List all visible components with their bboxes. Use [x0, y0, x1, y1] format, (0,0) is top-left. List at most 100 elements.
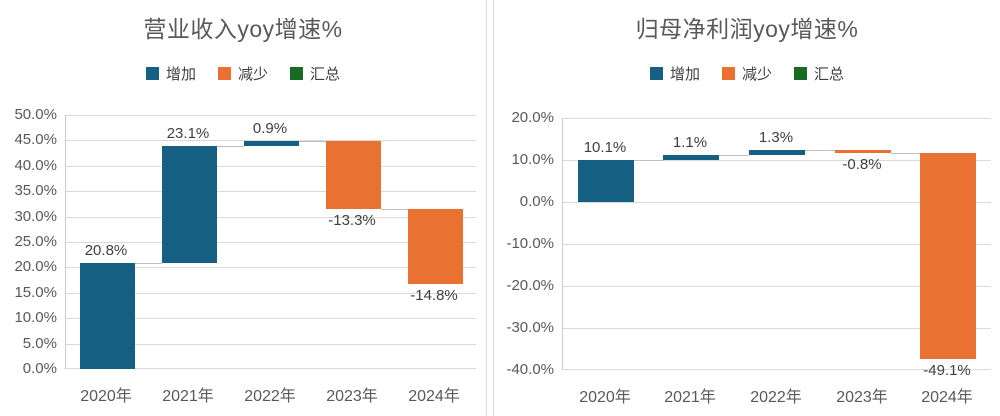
- legend-swatch-total-icon: [290, 67, 303, 80]
- y-axis-tick-label: 45.0%: [14, 131, 57, 148]
- legend-item-decrease[interactable]: 减少: [721, 63, 772, 84]
- y-axis-tick-label: 25.0%: [14, 233, 57, 250]
- y-axis-tick-label: -30.0%: [506, 319, 554, 336]
- legend: 增加 减少 汇总: [0, 63, 486, 84]
- waterfall-bar-increase[interactable]: [244, 141, 299, 146]
- data-label: 20.8%: [84, 242, 128, 259]
- gridline: [66, 191, 476, 192]
- x-axis-category-label: 2023年: [836, 389, 888, 406]
- y-axis-tick-label: 40.0%: [14, 157, 57, 174]
- gridline: [66, 140, 476, 141]
- y-axis-tick-label: 15.0%: [14, 284, 57, 301]
- gridline: [66, 344, 476, 345]
- gridline: [563, 286, 991, 287]
- waterfall-bar-increase[interactable]: [663, 155, 719, 160]
- legend-label-decrease: 减少: [741, 66, 772, 83]
- gridline: [66, 242, 476, 243]
- gridline: [66, 115, 476, 116]
- legend-label-total: 汇总: [814, 66, 845, 83]
- legend-swatch-decrease-icon: [217, 67, 231, 80]
- chart-title: 营业收入yoy增速%: [143, 16, 343, 42]
- legend-label-decrease: 减少: [237, 66, 268, 83]
- y-axis-tick-label: -20.0%: [506, 277, 554, 294]
- waterfall-connector-line: [381, 209, 408, 210]
- data-label: 0.9%: [252, 120, 288, 137]
- waterfall-connector-line: [217, 146, 244, 147]
- gridline: [563, 244, 991, 245]
- waterfall-bar-decrease[interactable]: [326, 141, 381, 209]
- x-axis-category-label: 2020年: [80, 388, 132, 405]
- data-label: -49.1%: [923, 362, 971, 379]
- gridline: [66, 217, 476, 218]
- waterfall-connector-line: [299, 141, 326, 142]
- data-label: 1.3%: [758, 129, 794, 146]
- waterfall-bar-increase[interactable]: [162, 146, 217, 263]
- waterfall-bar-decrease[interactable]: [835, 150, 891, 153]
- legend-item-total[interactable]: 汇总: [290, 63, 340, 84]
- legend: 增加 减少 汇总: [494, 63, 1000, 84]
- data-label: -13.3%: [328, 212, 376, 229]
- gridline: [66, 293, 476, 294]
- gridline: [66, 318, 476, 319]
- gridline: [563, 202, 991, 203]
- x-axis-category-label: 2023年: [326, 388, 378, 405]
- gridline: [563, 118, 991, 119]
- waterfall-connector-line: [891, 153, 921, 154]
- y-axis-tick-label: 20.0%: [14, 258, 57, 275]
- chart-net-profit-yoy: 归母净利润yoy增速% 增加 减少 汇总 20.0% 10.0% 0.0% -10.0…: [494, 0, 1000, 416]
- x-axis-category-label: 2022年: [244, 388, 296, 405]
- waterfall-bar-increase[interactable]: [749, 150, 805, 155]
- gridline: [66, 267, 476, 268]
- legend-item-decrease[interactable]: 减少: [217, 63, 268, 84]
- legend-label-increase: 增加: [669, 66, 700, 83]
- y-axis-tick-label: 20.0%: [511, 109, 554, 126]
- legend-label-increase: 增加: [165, 66, 196, 83]
- data-label: 10.1%: [583, 139, 627, 156]
- legend-item-total[interactable]: 汇总: [794, 63, 844, 84]
- x-axis-category-label: 2021年: [664, 389, 716, 406]
- y-axis-tick-label: 0.0%: [22, 360, 57, 377]
- waterfall-connector-line: [805, 150, 835, 151]
- waterfall-connector-line: [719, 155, 749, 156]
- legend-item-increase[interactable]: 增加: [145, 63, 196, 84]
- gridline: [563, 328, 991, 329]
- y-axis-tick-label: -40.0%: [506, 361, 554, 378]
- x-axis-category-label: 2020年: [579, 389, 631, 406]
- legend-swatch-total-icon: [794, 67, 807, 80]
- chart-revenue-yoy: 营业收入yoy增速% 增加 减少 汇总 50.0% 45.0% 40.0% 35.0%…: [0, 0, 486, 416]
- x-axis-category-label: 2024年: [921, 389, 973, 406]
- y-axis-tick-label: 0.0%: [519, 193, 554, 210]
- gridline: [563, 160, 991, 161]
- y-axis-tick-label: -10.0%: [506, 235, 554, 252]
- x-axis-category-label: 2022年: [750, 389, 802, 406]
- gridline: [66, 368, 476, 369]
- x-axis-category-label: 2024年: [408, 388, 460, 405]
- data-label: 23.1%: [166, 125, 210, 142]
- waterfall-connector-line: [135, 263, 162, 264]
- chart-title: 归母净利润yoy增速%: [635, 16, 859, 42]
- gridline: [66, 166, 476, 167]
- data-label: 1.1%: [672, 134, 708, 151]
- waterfall-bar-increase[interactable]: [578, 160, 634, 202]
- y-axis-tick-label: 50.0%: [14, 106, 57, 123]
- plot-area: [65, 115, 476, 369]
- y-axis-tick-label: 10.0%: [511, 151, 554, 168]
- y-axis-tick-label: 35.0%: [14, 182, 57, 199]
- y-axis-tick-label: 30.0%: [14, 208, 57, 225]
- y-axis-tick-label: 5.0%: [22, 335, 57, 352]
- legend-label-total: 汇总: [310, 66, 341, 83]
- data-label: -0.8%: [842, 156, 882, 173]
- plot-area: [562, 118, 991, 370]
- y-axis-tick-label: 10.0%: [14, 309, 57, 326]
- legend-swatch-decrease-icon: [721, 67, 735, 80]
- legend-item-increase[interactable]: 增加: [649, 63, 700, 84]
- waterfall-bar-increase[interactable]: [80, 263, 135, 369]
- x-axis-category-label: 2021年: [162, 388, 214, 405]
- waterfall-bar-decrease[interactable]: [408, 209, 463, 284]
- legend-swatch-increase-icon: [649, 67, 663, 80]
- waterfall-connector-line: [634, 160, 664, 161]
- waterfall-bar-decrease[interactable]: [920, 153, 976, 359]
- gridline: [563, 369, 991, 370]
- legend-swatch-increase-icon: [145, 67, 159, 80]
